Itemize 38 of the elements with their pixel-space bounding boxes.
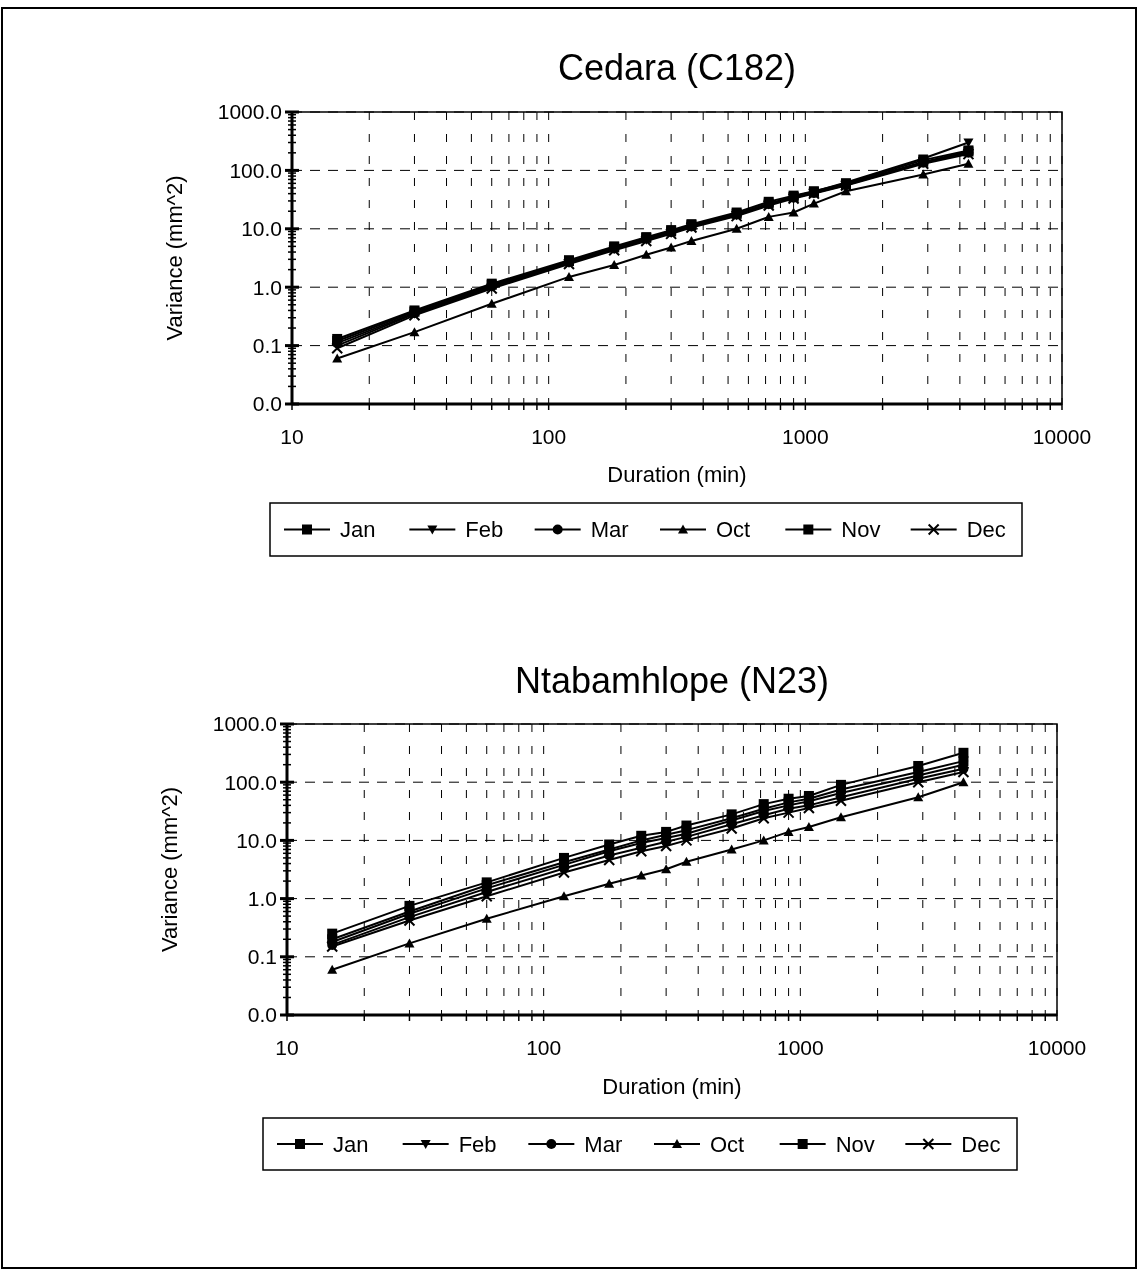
chart-title: Cedara (C182) bbox=[557, 47, 797, 88]
x-axis-title: Duration (min) bbox=[602, 1074, 742, 1099]
legend-label: Feb bbox=[458, 1131, 497, 1157]
x-tick-label: 10 bbox=[275, 1036, 299, 1059]
y-tick-label: 10.0 bbox=[241, 217, 282, 241]
legend-label: Oct bbox=[716, 517, 751, 543]
y-tick-label: 1.0 bbox=[247, 886, 277, 910]
y-axis-title: Variance (mm^2) bbox=[157, 786, 182, 953]
x-axis-title: Duration (min) bbox=[607, 462, 747, 487]
y-tick-label: 0.0 bbox=[252, 392, 282, 416]
x-tick-label: 1000 bbox=[776, 1036, 824, 1059]
y-tick-label: 100.0 bbox=[229, 158, 282, 182]
x-tick-label: 1000 bbox=[781, 425, 829, 448]
x-tick-label: 100 bbox=[526, 1036, 562, 1059]
legend-label: Nov bbox=[835, 1131, 875, 1157]
chart-title: Ntabamhlope (N23) bbox=[514, 660, 830, 701]
y-tick-label: 0.0 bbox=[247, 1003, 277, 1027]
y-tick-label: 0.1 bbox=[252, 333, 282, 357]
y-tick-label: 1000.0 bbox=[217, 100, 282, 124]
y-tick-label: 10.0 bbox=[236, 828, 277, 852]
x-tick-label: 10 bbox=[280, 425, 304, 448]
y-tick-label: 0.1 bbox=[247, 945, 277, 969]
y-axis-title: Variance (mm^2) bbox=[162, 175, 187, 341]
legend-label: Oct bbox=[710, 1131, 745, 1157]
y-tick-label: 1.0 bbox=[252, 275, 282, 299]
legend-label: Mar bbox=[584, 1131, 623, 1157]
legend-label: Jan bbox=[340, 517, 376, 543]
legend-label: Mar bbox=[590, 517, 629, 543]
x-tick-label: 10000 bbox=[1032, 425, 1092, 448]
legend-label: Jan bbox=[333, 1131, 369, 1157]
x-tick-label: 10000 bbox=[1027, 1036, 1087, 1059]
legend-label: Dec bbox=[961, 1131, 1001, 1157]
x-tick-label: 100 bbox=[531, 425, 567, 448]
y-tick-label: 1000.0 bbox=[212, 712, 277, 736]
legend-label: Feb bbox=[465, 517, 504, 543]
legend-label: Dec bbox=[966, 517, 1006, 543]
y-tick-label: 100.0 bbox=[224, 770, 277, 794]
legend-label: Nov bbox=[841, 517, 881, 543]
